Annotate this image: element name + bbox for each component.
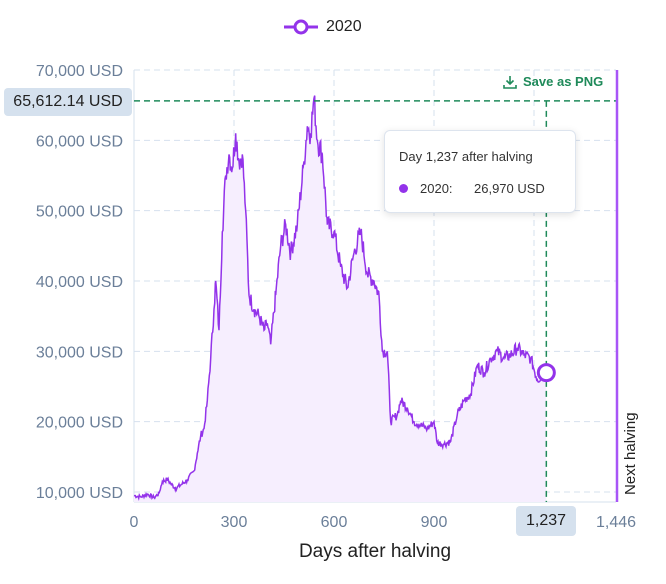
- y-tick-label: 50,000 USD: [36, 204, 123, 221]
- legend-label: 2020: [326, 18, 362, 35]
- save-as-png-button[interactable]: Save as PNG: [503, 74, 603, 89]
- tooltip-value: 26,970 USD: [474, 181, 545, 196]
- x-tick-label: 0: [130, 514, 139, 531]
- y-tick-label: 20,000 USD: [36, 415, 123, 432]
- tooltip-series: 2020:: [420, 181, 453, 196]
- series-line-2020: [133, 95, 548, 501]
- legend-item-2020[interactable]: 2020: [284, 18, 362, 36]
- y-tick-label: 60,000 USD: [36, 133, 123, 150]
- y-tick-label: 70,000 USD: [36, 63, 123, 80]
- y-tick-label: 40,000 USD: [36, 274, 123, 291]
- crosshair-x-label: 1,237: [516, 506, 576, 536]
- series-area-2020: [134, 95, 547, 502]
- x-tick-label: 300: [221, 514, 248, 531]
- crosshair-y-label: 65,612.14 USD: [4, 88, 132, 116]
- save-label: Save as PNG: [523, 74, 604, 89]
- next-halving-label: Next halving: [622, 412, 639, 495]
- x-tick-label: 600: [321, 514, 348, 531]
- x-tick-label: 1,446: [596, 514, 636, 531]
- y-tick-label: 30,000 USD: [36, 344, 123, 361]
- tooltip-title: Day 1,237 after halving: [399, 149, 533, 164]
- x-tick-label: 900: [421, 514, 448, 531]
- tooltip: Day 1,237 after halving 2020: 26,970 USD: [384, 130, 576, 213]
- x-axis-title: Days after halving: [298, 541, 452, 562]
- y-tick-label: 10,000 USD: [36, 485, 123, 502]
- download-icon: [503, 75, 517, 89]
- legend-marker-icon: [284, 19, 318, 35]
- hover-point-marker: [536, 363, 556, 383]
- series-dot-icon: [399, 184, 408, 193]
